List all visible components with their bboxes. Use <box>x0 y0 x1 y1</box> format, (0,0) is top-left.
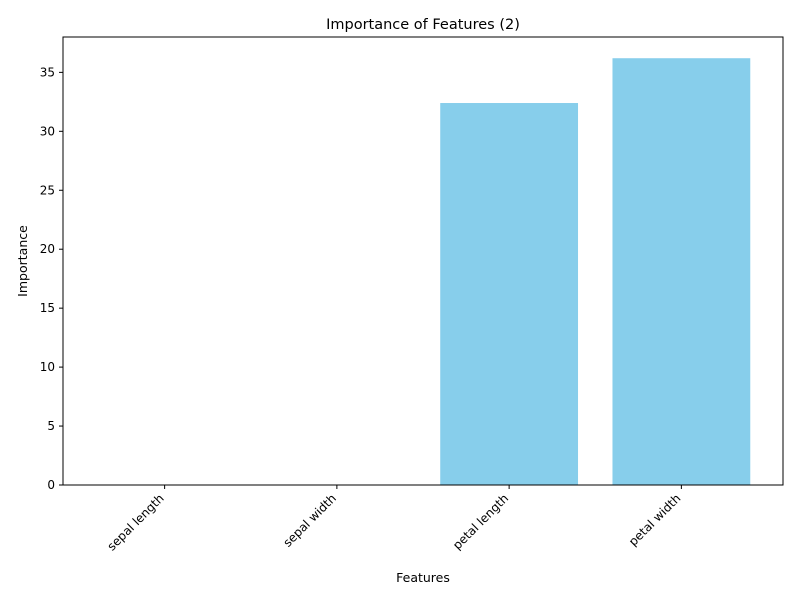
plot-frame <box>62 36 784 486</box>
y-tick-label: 30 <box>40 124 55 138</box>
bars-layer <box>440 58 751 485</box>
bar-petal-width <box>612 58 751 485</box>
x-tick-label: sepal width <box>280 491 339 550</box>
x-tick-label: petal length <box>450 491 511 552</box>
y-tick-label: 25 <box>40 183 55 197</box>
y-tick-label: 20 <box>40 242 55 256</box>
chart-title: Importance of Features (2) <box>326 17 520 33</box>
y-tick-label: 15 <box>40 301 55 315</box>
y-axis-label: Importance <box>15 225 30 297</box>
y-tick-label: 35 <box>40 65 55 79</box>
x-tick-label: petal width <box>626 491 683 548</box>
y-tick-label: 5 <box>47 419 55 433</box>
y-axis: 0 5 10 15 20 25 30 35 <box>40 65 63 492</box>
x-axis: sepal length sepal width petal length petal… <box>105 485 683 553</box>
x-axis-label: Features <box>396 570 450 585</box>
bar-petal-length <box>440 103 579 485</box>
y-tick-label: 0 <box>47 478 55 492</box>
x-tick-label: sepal length <box>105 491 167 553</box>
y-tick-label: 10 <box>40 360 55 374</box>
